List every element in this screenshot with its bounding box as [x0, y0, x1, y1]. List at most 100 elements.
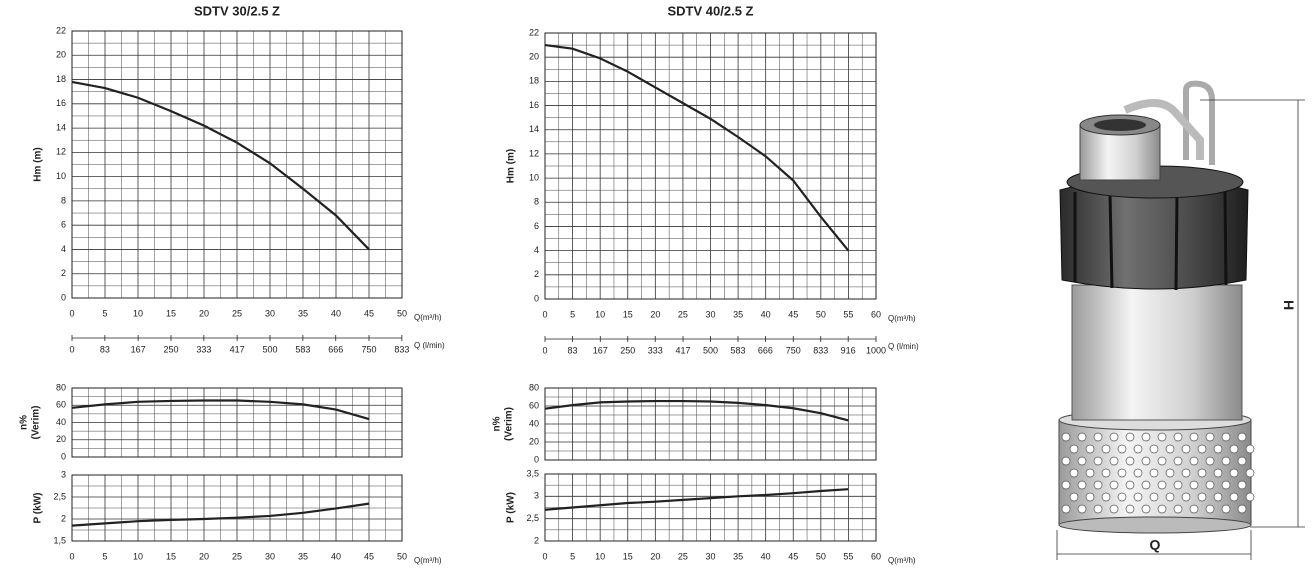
x-tick-label: 0: [542, 551, 547, 561]
curve: [71, 399, 370, 421]
vent-hole: [1061, 504, 1071, 514]
y-tick-label: 40: [529, 418, 539, 428]
x2-tick-label: 833: [394, 344, 409, 354]
x2-tick-label: 500: [703, 345, 718, 355]
vent-hole: [1101, 468, 1111, 478]
vent-hole: [1173, 432, 1183, 442]
vent-hole: [1229, 444, 1239, 454]
y-tick-label: 2: [534, 535, 539, 545]
y-tick-label: 18: [529, 76, 539, 86]
vent-hole: [1149, 468, 1159, 478]
y-axis-label: Hm (m): [33, 147, 44, 181]
x-tick-label: 20: [650, 551, 660, 561]
x-tick-label: 0: [542, 309, 547, 319]
x-tick-label: 60: [871, 551, 881, 561]
x-tick-label: 40: [761, 551, 771, 561]
x-tick-label: 45: [364, 551, 374, 561]
cable: [1183, 80, 1215, 165]
vent-hole: [1157, 480, 1167, 490]
y-tick-label: 2: [534, 269, 539, 279]
vent-hole: [1173, 456, 1183, 466]
vent-hole: [1205, 456, 1215, 466]
x2-tick-label: 417: [676, 345, 691, 355]
vent-hole: [1125, 432, 1135, 442]
x-tick-label: 20: [199, 308, 209, 318]
vent-hole: [1245, 444, 1255, 454]
plot-frame: [71, 30, 403, 299]
y-tick-label: 4: [534, 245, 539, 255]
y-tick-label: 16: [56, 98, 66, 108]
vent-hole: [1125, 504, 1135, 514]
vent-hole: [1109, 456, 1119, 466]
x-tick-label: 35: [733, 551, 743, 561]
x2-tick-label: 83: [100, 344, 110, 354]
pump-bottom: [1058, 516, 1252, 534]
y-tick-label: 80: [56, 382, 66, 392]
y-axis-label: (Verim): [504, 407, 515, 441]
y-tick-label: 20: [56, 50, 66, 60]
vent-hole: [1181, 492, 1191, 502]
x-tick-label: 60: [871, 309, 881, 319]
plot-frame: [71, 474, 403, 542]
vent-hole: [1069, 468, 1079, 478]
y-tick-label: 6: [534, 221, 539, 231]
vent-hole: [1077, 456, 1087, 466]
x2-tick-label: 1000: [866, 345, 886, 355]
vent-hole: [1213, 492, 1223, 502]
plot: 0 20 40 60 80 n% (Verim): [492, 382, 877, 464]
y-tick-label: 1,5: [53, 535, 66, 545]
vent-hole: [1085, 444, 1095, 454]
x-tick-label: 50: [816, 309, 826, 319]
x2-axis-label: Q (l/min): [888, 342, 919, 351]
x2-tick-label: 666: [758, 345, 773, 355]
vent-hole: [1149, 444, 1159, 454]
x-tick-label: 0: [69, 551, 74, 561]
vent-hole: [1229, 468, 1239, 478]
vent-hole: [1133, 444, 1143, 454]
y-tick-label: 60: [56, 400, 66, 410]
y-tick-label: 12: [56, 147, 66, 157]
vent-hole: [1069, 444, 1079, 454]
curve: [71, 502, 370, 527]
x2-tick-label: 167: [131, 344, 146, 354]
vent-hole: [1149, 492, 1159, 502]
x2-tick-label: 916: [841, 345, 856, 355]
plot: 0 20 40 60 80 n% (Verim): [19, 382, 403, 461]
x-tick-label: 20: [199, 551, 209, 561]
x-tick-label: 15: [166, 308, 176, 318]
x-tick-label: 40: [331, 551, 341, 561]
vent-hole: [1245, 492, 1255, 502]
y-tick-label: 10: [529, 172, 539, 182]
vent-hole: [1245, 468, 1255, 478]
vent-hole: [1189, 456, 1199, 466]
x-tick-label: 45: [788, 309, 798, 319]
plot-frame: [544, 473, 877, 542]
y-tick-label: 20: [56, 434, 66, 444]
pump-outlet: [1079, 124, 1161, 181]
plot: 0 5 10 15 20 25 30 35 40 45 500246810121416182022S…: [33, 3, 445, 354]
y-tick-label: 10: [56, 171, 66, 181]
vent-hole: [1221, 504, 1231, 514]
x-tick-label: 50: [816, 551, 826, 561]
vent-hole: [1133, 468, 1143, 478]
vent-hole: [1061, 432, 1071, 442]
rib: [1223, 191, 1228, 286]
vent-hole: [1069, 492, 1079, 502]
vent-hole: [1189, 480, 1199, 490]
vent-hole: [1077, 432, 1087, 442]
chart-title: SDTV 40/2.5 Z: [668, 3, 754, 18]
plot: 0 5 10 15 20 25 30 35 40 45 50 55 60 0 2 4 6 8 10 12 14 16 18 2…: [506, 3, 919, 355]
vent-hole: [1109, 504, 1119, 514]
y-tick-label: 14: [529, 124, 539, 134]
vent-hole: [1157, 432, 1167, 442]
rib: [1108, 194, 1114, 289]
x-tick-label: 45: [788, 551, 798, 561]
vent-hole: [1189, 504, 1199, 514]
vent-hole: [1237, 480, 1247, 490]
vent-hole: [1237, 504, 1247, 514]
y-tick-label: 2: [61, 268, 66, 278]
x2-tick-label: 83: [567, 345, 577, 355]
vent-hole: [1141, 504, 1151, 514]
